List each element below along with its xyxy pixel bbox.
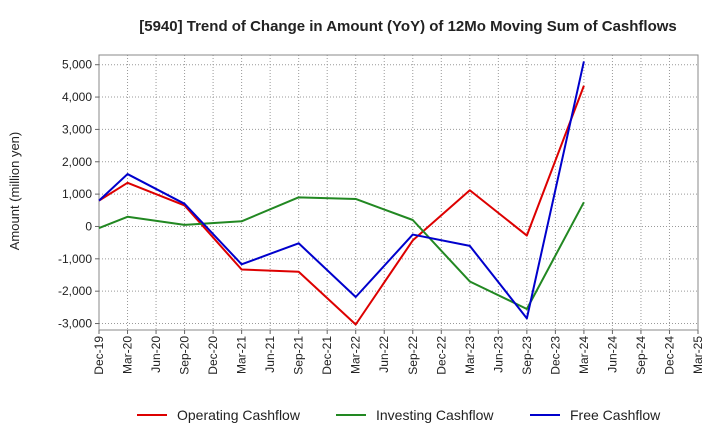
x-tick-label: Mar-23 xyxy=(463,336,477,374)
operating-cashflow-legend-label: Operating Cashflow xyxy=(177,407,301,423)
series-lines xyxy=(98,61,585,326)
y-tick-label: 1,000 xyxy=(62,187,92,201)
y-axis-label: Amount (million yen) xyxy=(7,132,22,251)
x-tick-label: Mar-24 xyxy=(577,336,591,374)
x-tick-label: Jun-23 xyxy=(491,336,505,373)
x-tick-label: Dec-20 xyxy=(206,336,220,375)
x-tick-label: Jun-22 xyxy=(377,336,391,373)
x-tick-label: Dec-22 xyxy=(434,336,448,375)
y-tick-label: 0 xyxy=(85,219,92,233)
x-tick-label: Sep-20 xyxy=(178,336,192,375)
x-tick-label: Mar-22 xyxy=(349,336,363,374)
x-tick-label: Mar-21 xyxy=(235,336,249,374)
y-tick-label: 4,000 xyxy=(62,90,92,104)
x-tick-label: Mar-20 xyxy=(121,336,135,374)
operating-cashflow-line xyxy=(98,85,585,326)
x-tick-label: Sep-22 xyxy=(406,336,420,375)
x-tick-label: Dec-19 xyxy=(92,336,106,375)
x-tick-label: Sep-24 xyxy=(634,336,648,375)
y-tick-label: -3,000 xyxy=(58,317,92,331)
plot-area-border xyxy=(98,54,699,331)
chart-title: [5940] Trend of Change in Amount (YoY) o… xyxy=(139,18,677,35)
y-tick-label: -2,000 xyxy=(58,284,92,298)
y-axis-ticks: 5,000 4,000 3,000 2,000 1,000 0 -1,000 -2,000 -3… xyxy=(58,58,99,331)
y-tick-label: 5,000 xyxy=(62,58,92,72)
x-tick-label: Dec-23 xyxy=(548,336,562,375)
x-tick-label: Mar-25 xyxy=(691,336,705,374)
x-tick-label: Jun-20 xyxy=(149,336,163,373)
x-tick-label: Jun-21 xyxy=(263,336,277,373)
x-tick-label: Dec-21 xyxy=(320,336,334,375)
x-tick-label: Sep-23 xyxy=(520,336,534,375)
y-tick-label: -1,000 xyxy=(58,252,92,266)
free-cashflow-legend-label: Free Cashflow xyxy=(570,407,661,423)
x-tick-label: Jun-24 xyxy=(605,336,619,373)
y-tick-label: 2,000 xyxy=(62,155,92,169)
investing-cashflow-line xyxy=(98,196,585,310)
grid xyxy=(98,55,699,330)
y-tick-label: 3,000 xyxy=(62,122,92,136)
legend: Operating Cashflow Investing Cashflow Free… xyxy=(137,407,661,423)
investing-cashflow-legend-label: Investing Cashflow xyxy=(376,407,494,423)
x-axis-ticks: Dec-19 Mar-20 Jun-20 Sep-20 Dec-20 Mar-21 Jun-… xyxy=(92,330,705,375)
free-cashflow-line xyxy=(98,61,585,320)
x-tick-label: Sep-21 xyxy=(292,336,306,375)
x-tick-label: Dec-24 xyxy=(662,336,676,375)
